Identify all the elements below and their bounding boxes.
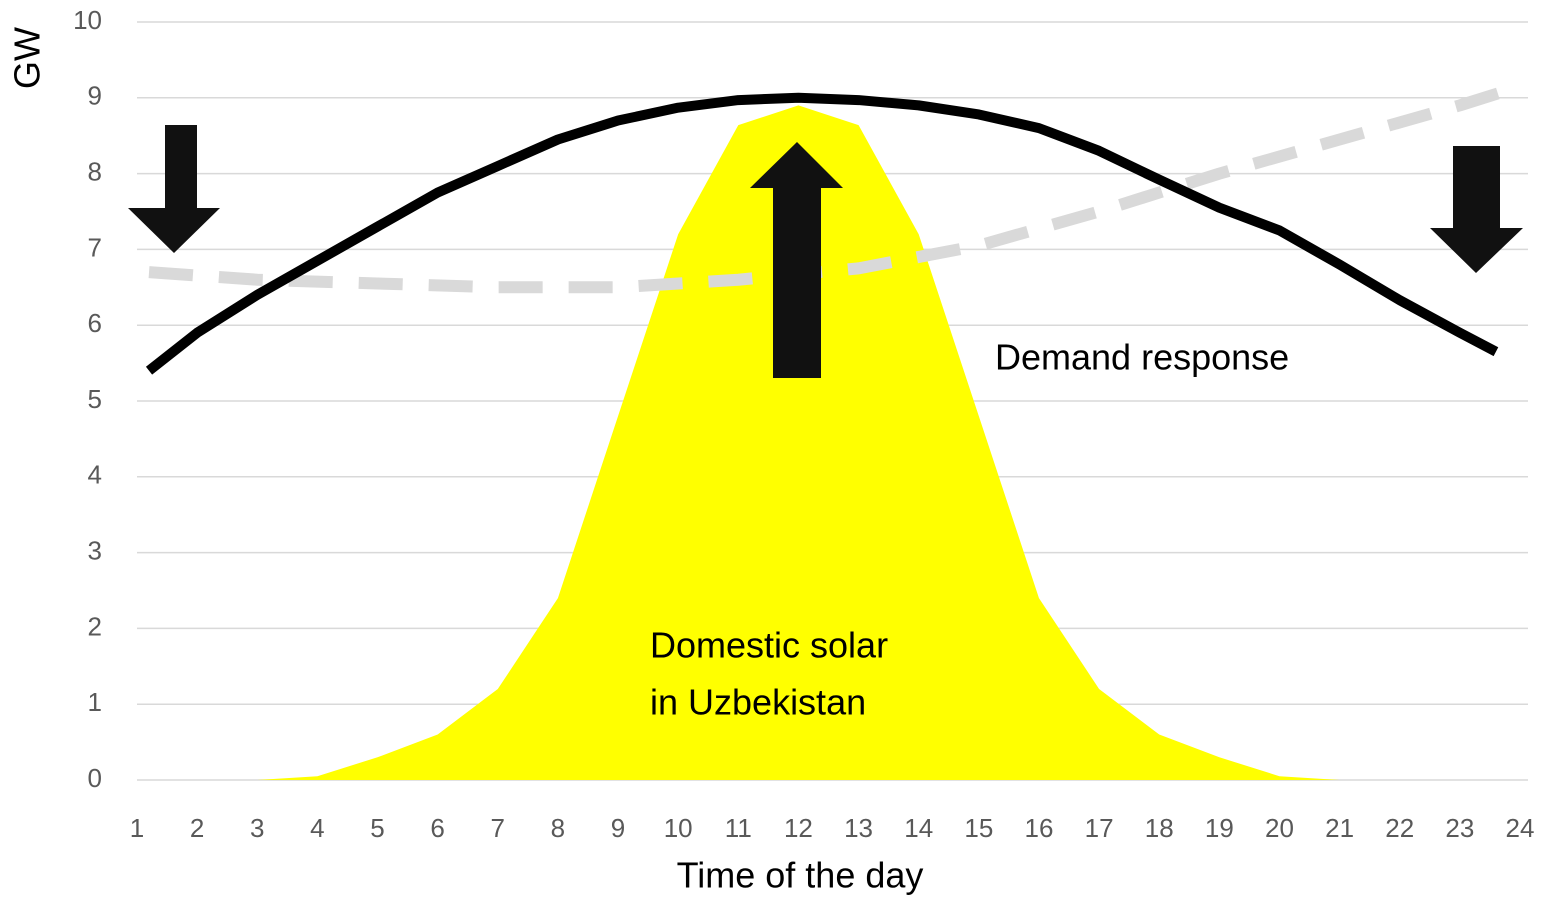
x-axis-title: Time of the day <box>677 855 924 896</box>
x-tick-label: 18 <box>1145 813 1174 843</box>
x-tick-label: 6 <box>430 813 444 843</box>
x-tick-label: 20 <box>1265 813 1294 843</box>
x-tick-label: 4 <box>310 813 324 843</box>
x-tick-label: 3 <box>250 813 264 843</box>
y-tick-label: 9 <box>88 81 102 111</box>
y-axis-title: GW <box>7 27 48 89</box>
arrow-down-right <box>1430 146 1523 273</box>
arrow-down-left <box>128 125 220 253</box>
annotation: Domestic solar <box>650 625 888 666</box>
x-tick-label: 11 <box>725 813 752 843</box>
area <box>137 105 1520 780</box>
x-tick-label: 5 <box>370 813 384 843</box>
y-tick-label: 4 <box>88 460 102 490</box>
x-tick-label: 14 <box>904 813 933 843</box>
x-tick-label: 2 <box>190 813 204 843</box>
x-tick-label: 12 <box>784 813 813 843</box>
x-tick-label: 9 <box>611 813 625 843</box>
x-tick-label: 8 <box>551 813 565 843</box>
y-tick-label: 8 <box>88 156 102 186</box>
y-tick-label: 10 <box>73 5 102 35</box>
x-tick-label: 16 <box>1024 813 1053 843</box>
x-tick-label: 21 <box>1325 813 1354 843</box>
y-tick-label: 5 <box>88 384 102 414</box>
x-tick-label: 7 <box>491 813 505 843</box>
x-tick-label: 19 <box>1205 813 1234 843</box>
x-tick-label: 10 <box>664 813 693 843</box>
x-tick-label: 1 <box>130 813 144 843</box>
arrows <box>128 125 1523 378</box>
line <box>145 92 1499 375</box>
annotation: in Uzbekistan <box>650 682 866 723</box>
y-tick-label: 1 <box>88 687 102 717</box>
arrow-up <box>750 142 843 378</box>
x-tick-label: 15 <box>964 813 993 843</box>
x-tick-label: 22 <box>1385 813 1414 843</box>
y-tick-label: 3 <box>88 535 102 565</box>
x-tick-label: 17 <box>1085 813 1114 843</box>
y-tick-label: 6 <box>88 308 102 338</box>
annotation: Demand response <box>995 337 1289 378</box>
x-tick-label: 24 <box>1506 813 1535 843</box>
x-tick-label: 23 <box>1445 813 1474 843</box>
y-tick-label: 7 <box>88 232 102 262</box>
x-tick-label: 13 <box>844 813 873 843</box>
y-tick-label: 2 <box>88 611 102 641</box>
y-tick-label: 0 <box>88 763 102 793</box>
marks <box>137 80 1522 780</box>
dashed-line <box>148 80 1522 294</box>
